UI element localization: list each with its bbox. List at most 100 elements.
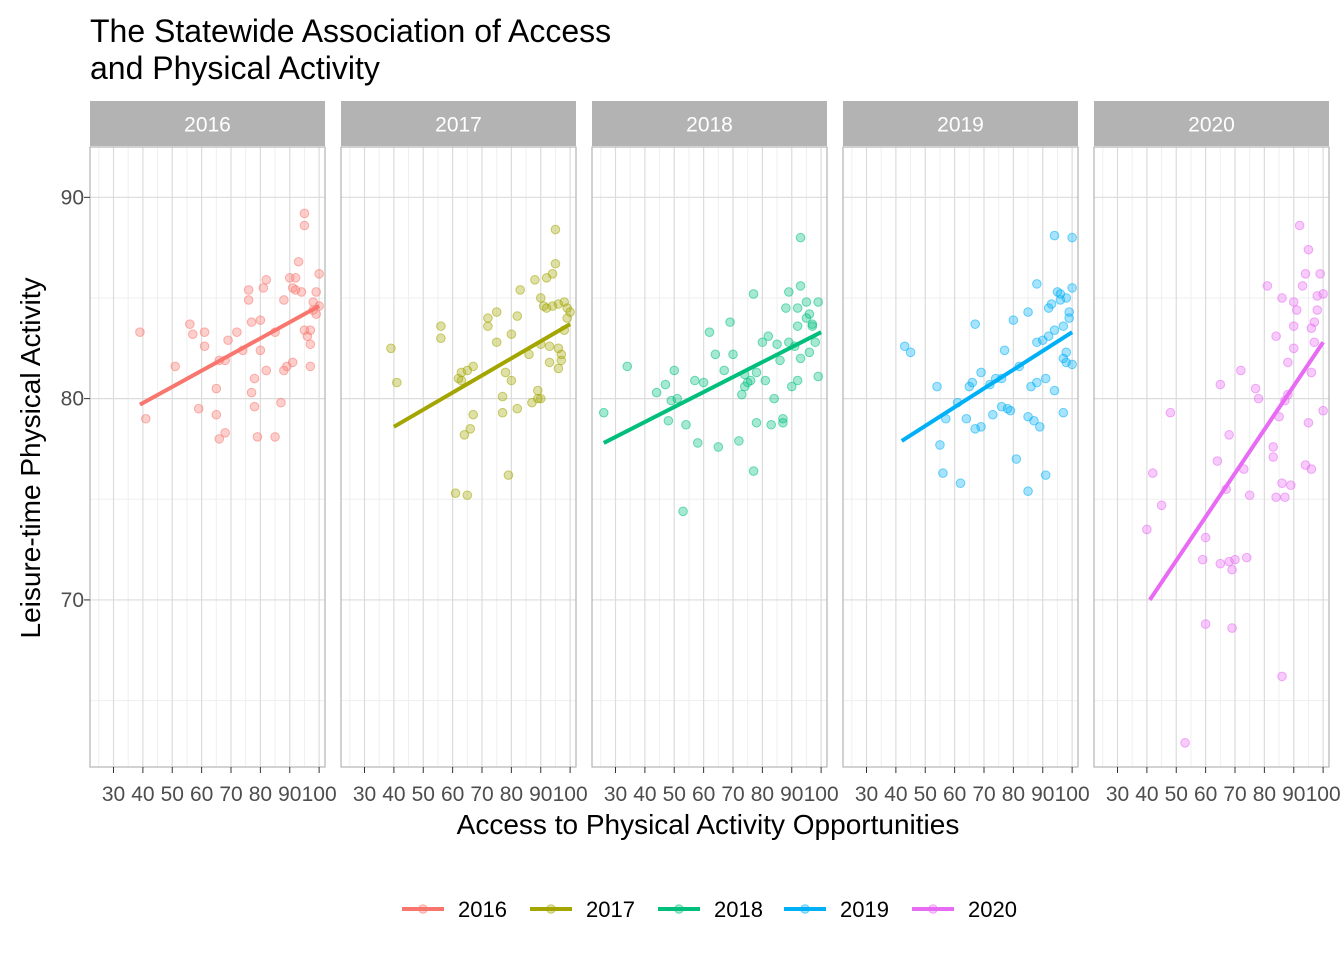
fit-line-2018 — [602, 330, 823, 445]
data-point — [465, 424, 476, 434]
gridlines — [843, 147, 1078, 767]
data-point — [512, 311, 523, 321]
x-tick-label: 60 — [692, 783, 715, 806]
data-point — [553, 363, 564, 374]
panel-border — [591, 146, 828, 768]
data-point — [899, 341, 910, 352]
x-tick-label: 90 — [529, 783, 552, 806]
data-point — [1067, 359, 1077, 370]
panel-border — [1093, 146, 1330, 768]
facet-panel-2019: 2019 30 40 50 60 70 80 90 100 — [842, 101, 1090, 806]
data-point — [778, 413, 788, 424]
data-point — [698, 377, 709, 388]
series-points-2017 — [386, 224, 575, 501]
data-point — [801, 297, 812, 307]
data-point — [1309, 337, 1320, 348]
data-point — [512, 403, 523, 414]
x-tick-label: 30 — [855, 783, 878, 806]
data-point — [1286, 480, 1296, 490]
x-tick-label: 50 — [914, 783, 937, 806]
data-point — [1046, 299, 1057, 309]
x-tick-label: 60 — [1194, 783, 1217, 806]
data-point — [704, 327, 715, 337]
data-point — [500, 367, 511, 378]
legend-key-point — [800, 904, 810, 914]
data-point — [1297, 281, 1308, 291]
x-tick-label: 70 — [219, 783, 242, 806]
data-point — [462, 490, 473, 501]
x-tick-label: 30 — [353, 783, 376, 806]
legend-item-2020: 2020 — [912, 897, 1017, 922]
data-point — [533, 385, 543, 396]
data-point — [468, 409, 478, 420]
data-point — [255, 315, 266, 325]
data-point — [678, 506, 688, 517]
x-tick-label: 70 — [1223, 783, 1246, 806]
facet-panel-2017: 2017 30 40 50 60 70 80 90 100 — [340, 101, 588, 806]
x-tick-label: 80 — [500, 783, 523, 806]
legend-key-point — [546, 904, 556, 914]
x-tick-label: 60 — [190, 783, 213, 806]
data-point — [1212, 456, 1223, 466]
data-point — [988, 409, 998, 420]
legend-key-point — [928, 904, 938, 914]
data-point — [436, 321, 446, 331]
data-point — [719, 365, 729, 376]
legend-item-2019: 2019 — [784, 897, 889, 922]
data-point — [188, 329, 198, 340]
data-point — [792, 321, 803, 331]
x-tick-label: 60 — [943, 783, 966, 806]
data-point — [1215, 379, 1226, 390]
data-point — [211, 409, 222, 420]
data-point — [459, 430, 470, 440]
data-point — [734, 436, 744, 446]
data-point — [1288, 297, 1299, 307]
fit-line-2017 — [392, 322, 572, 429]
y-axis-title: Leisure-time Physical Activity — [15, 277, 46, 638]
data-point — [651, 387, 662, 398]
data-point — [1241, 552, 1252, 563]
data-point — [252, 432, 263, 442]
data-point — [955, 478, 966, 488]
facet-strip-label: 2018 — [686, 114, 733, 137]
data-point — [1227, 623, 1237, 633]
data-point — [810, 337, 821, 348]
x-tick-label: 80 — [249, 783, 272, 806]
data-point — [728, 349, 738, 360]
data-point — [1032, 337, 1042, 348]
data-point — [232, 327, 242, 337]
chart-title-line-1: The Statewide Association of Access — [90, 13, 611, 49]
data-point — [804, 347, 815, 358]
data-point — [748, 289, 759, 299]
data-point — [249, 401, 260, 412]
data-point — [1029, 415, 1039, 426]
data-point — [1200, 532, 1211, 543]
data-point — [503, 470, 514, 480]
data-point — [710, 349, 721, 360]
x-tick-label: 70 — [470, 783, 493, 806]
data-point — [1277, 478, 1287, 488]
data-point — [141, 413, 151, 424]
data-point — [745, 375, 756, 386]
data-point — [996, 401, 1007, 412]
x-tick-label: 70 — [972, 783, 995, 806]
data-point — [456, 375, 467, 386]
data-point — [1058, 407, 1069, 418]
data-point — [506, 375, 517, 386]
x-tick-label: 40 — [131, 783, 154, 806]
data-point — [970, 424, 980, 434]
data-point — [935, 440, 945, 450]
legend-key-point — [674, 904, 684, 914]
data-point — [1277, 671, 1287, 682]
data-point — [305, 325, 316, 335]
data-point — [690, 375, 700, 386]
data-point — [813, 371, 823, 382]
data-point — [290, 273, 301, 283]
x-tick-label: 70 — [721, 783, 744, 806]
data-point — [296, 287, 307, 297]
data-point — [663, 415, 674, 426]
x-tick-label: 40 — [382, 783, 405, 806]
data-point — [491, 337, 502, 348]
data-point — [533, 393, 543, 404]
